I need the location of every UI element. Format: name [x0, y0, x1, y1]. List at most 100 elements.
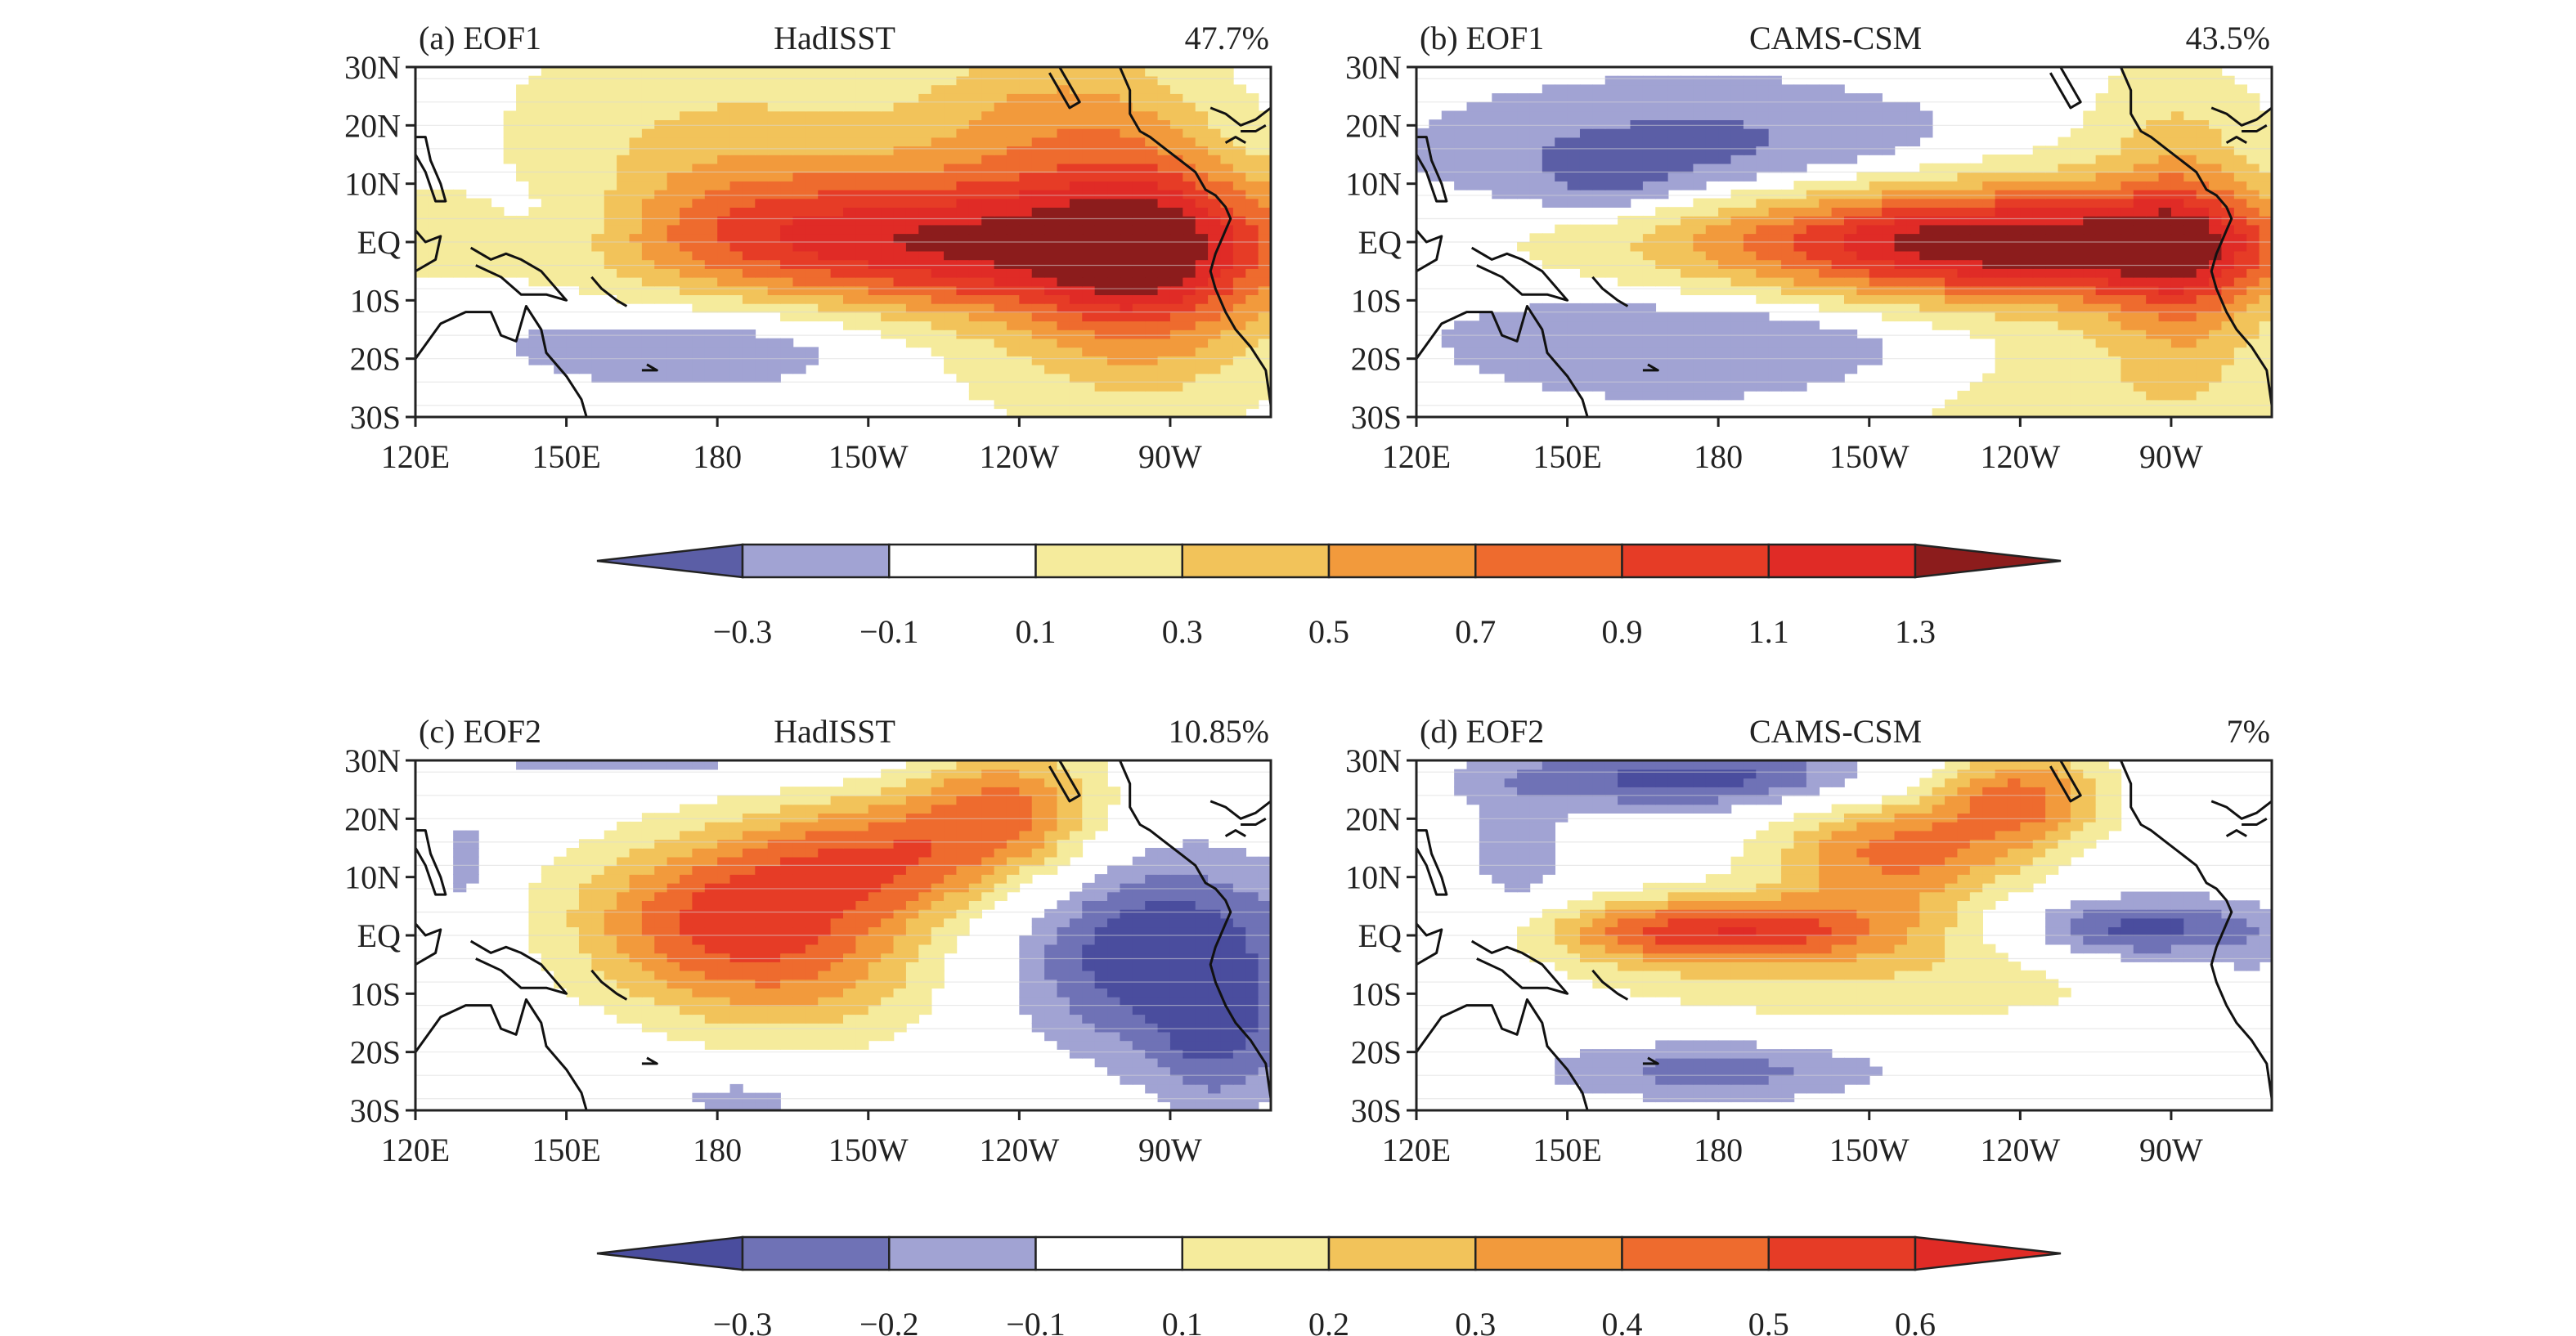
coastline	[2120, 760, 2272, 1110]
x-tick-label: 150W	[828, 438, 909, 475]
x-tick-label: 120E	[381, 438, 450, 475]
panel-title-right: 43.5%	[2186, 20, 2270, 56]
coastline	[1591, 969, 1629, 1001]
colorbar-swatch	[741, 1235, 891, 1271]
colorbar-label: 0.9	[1602, 613, 1643, 650]
coastline	[2225, 136, 2247, 144]
colorbar-label: 0.7	[1455, 613, 1496, 650]
y-tick-label: 10S	[1351, 975, 1402, 1012]
coastline	[1048, 760, 1081, 803]
x-tick-label: 120W	[1980, 1132, 2060, 1168]
coastline	[641, 363, 658, 372]
colorbar-swatch	[888, 1235, 1037, 1271]
coastline	[1119, 67, 1271, 417]
x-tick-label: 150E	[532, 1132, 600, 1168]
colorbar-label: 0.1	[1016, 613, 1057, 650]
y-tick-label: 10N	[344, 859, 401, 896]
colorbar-label: 0.5	[1308, 613, 1349, 650]
colorbar-high-extend	[1914, 1235, 2062, 1271]
colorbar-label: 1.1	[1748, 613, 1789, 650]
coastline	[415, 829, 447, 896]
y-tick-label: 20N	[1345, 107, 1402, 144]
coastline	[590, 276, 628, 307]
colorbar-swatch	[1181, 543, 1331, 579]
x-tick-label: 150E	[1533, 438, 1601, 475]
colorbar-label: 0.3	[1162, 613, 1203, 650]
panel-title-left: (b) EOF1	[1420, 20, 1544, 56]
colorbar-swatch	[888, 543, 1037, 579]
contour-field-a	[415, 67, 1271, 417]
y-tick-label: EQ	[357, 917, 401, 954]
x-tick-label: 90W	[1138, 1132, 1202, 1168]
coastline	[1470, 246, 1569, 302]
x-tick-label: 180	[693, 1132, 742, 1168]
colorbar-label: 0.2	[1308, 1306, 1349, 1336]
colorbar-swatch	[1034, 1235, 1183, 1271]
coastline	[641, 1056, 658, 1065]
colorbars: −0.3 −0.1 0.1 0.3 0.5 0.7 0.9 1.1 1.3−0.3 −0.2 −0.…	[596, 543, 2062, 1336]
coastline	[1416, 136, 1448, 203]
colorbar-label: 0.1	[1162, 1306, 1203, 1336]
y-tick-label: 30S	[1351, 1092, 1402, 1129]
panel-title-center: HadISST	[774, 20, 895, 56]
y-tick-label: 10N	[344, 166, 401, 203]
y-tick-label: 20N	[1345, 800, 1402, 837]
coastline	[415, 136, 447, 203]
x-tick-label: 150W	[1829, 1132, 1910, 1168]
colorbar-cb2: −0.3 −0.2 −0.1 0.1 0.2 0.3 0.4 0.5 0.6	[596, 1235, 2062, 1336]
x-tick-label: 150E	[532, 438, 600, 475]
coastline	[1209, 106, 1271, 127]
colorbar-label: 0.4	[1602, 1306, 1643, 1336]
y-tick-label: 10N	[1345, 166, 1402, 203]
y-tick-label: 30N	[344, 742, 401, 779]
x-tick-label: 120W	[979, 438, 1059, 475]
panel-title-right: 10.85%	[1169, 713, 1269, 750]
colorbar-swatch	[1767, 1235, 1917, 1271]
x-tick-label: 90W	[2139, 1132, 2203, 1168]
y-tick-label: 30N	[1345, 742, 1402, 779]
y-tick-label: 20S	[1351, 341, 1402, 378]
coastline	[1119, 760, 1271, 1110]
colorbar-swatch	[1181, 1235, 1331, 1271]
panel-title-left: (c) EOF2	[419, 713, 541, 750]
coastline	[2242, 818, 2268, 826]
x-tick-label: 180	[693, 438, 742, 475]
y-tick-label: 30N	[344, 49, 401, 86]
coastline	[1416, 305, 1589, 417]
y-tick-label: 10S	[1351, 282, 1402, 319]
coastline	[2049, 67, 2082, 110]
panels: (a) EOF1 HadISST 47.7% 120E 150E 180 150W 120W 9…	[344, 20, 2273, 1168]
coastline	[1416, 829, 1448, 896]
panel-d: (d) EOF2 CAMS-CSM 7% 120E 150E 180 150W 120W 90W…	[1345, 713, 2273, 1168]
x-tick-label: 120W	[979, 1132, 1059, 1168]
panel-b: (b) EOF1 CAMS-CSM 43.5% 120E 150E 180 150W 120W…	[1345, 20, 2273, 475]
colorbar-swatch	[1767, 543, 1917, 579]
coastline	[2225, 829, 2247, 837]
colorbar-swatch	[1327, 1235, 1477, 1271]
colorbar-swatch	[1474, 543, 1623, 579]
coastline	[415, 305, 588, 417]
y-tick-label: 10S	[350, 975, 401, 1012]
coastline	[1642, 363, 1659, 372]
coastline	[1224, 136, 1246, 144]
panel-title-left: (a) EOF1	[419, 20, 541, 56]
coastline	[1241, 818, 1267, 826]
colorbar-swatch	[1474, 1235, 1623, 1271]
y-tick-label: 30S	[1351, 399, 1402, 436]
colorbar-label: −0.1	[859, 613, 919, 650]
contour-field-b	[1416, 67, 2272, 417]
y-tick-label: EQ	[357, 224, 401, 261]
contour-field-d	[1416, 760, 2272, 1110]
panel-title-center: CAMS-CSM	[1749, 20, 1922, 56]
colorbar-swatch	[1327, 543, 1477, 579]
colorbar-swatch	[741, 543, 891, 579]
colorbar-label: −0.1	[1006, 1306, 1066, 1336]
x-tick-label: 120W	[1980, 438, 2060, 475]
coastline	[590, 969, 628, 1001]
y-tick-label: 20N	[344, 800, 401, 837]
colorbar-label: −0.3	[713, 613, 773, 650]
coastline	[2210, 800, 2272, 820]
x-tick-label: 120E	[1382, 1132, 1451, 1168]
coastline	[2049, 760, 2082, 803]
